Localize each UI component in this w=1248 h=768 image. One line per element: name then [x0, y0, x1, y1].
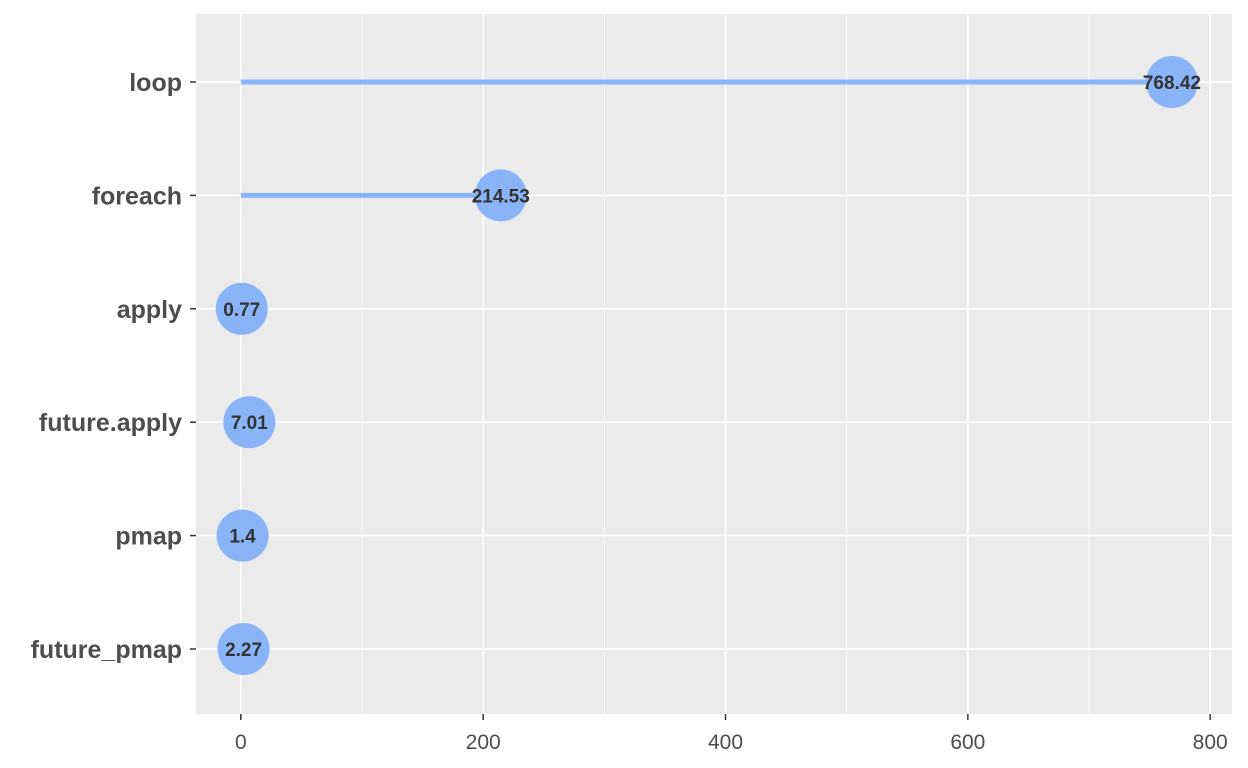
- category-label: foreach: [92, 182, 182, 210]
- data-label: 2.27: [225, 640, 262, 661]
- lollipop-point: [217, 623, 270, 675]
- x-tick-label: 600: [950, 731, 985, 754]
- data-label: 1.4: [229, 527, 256, 548]
- plot-panel: [196, 14, 1232, 714]
- category-label: apply: [117, 296, 182, 324]
- x-tick-label: 800: [1193, 731, 1228, 754]
- lollipop-point: [474, 169, 527, 222]
- x-axis: 0 200 400 600 800: [235, 714, 1228, 754]
- category-label: future_pmap: [31, 636, 182, 664]
- lollipop-point: [223, 396, 276, 449]
- lollipop-point: [215, 282, 268, 335]
- lollipop-point: [1145, 56, 1198, 108]
- x-tick-label: 400: [708, 731, 743, 754]
- category-label: pmap: [115, 523, 182, 551]
- y-axis: loop foreach apply future.apply pmap future_p…: [31, 69, 196, 664]
- data-label: 7.01: [231, 413, 268, 434]
- x-tick-label: 0: [235, 731, 247, 754]
- data-label: 768.42: [1143, 73, 1201, 94]
- data-label: 214.53: [472, 186, 530, 207]
- x-tick-label: 200: [466, 731, 501, 754]
- category-label: loop: [129, 69, 182, 97]
- data-labels: 768.42 214.53 0.77 7.01 1.4 2.27: [223, 73, 1201, 661]
- minor-gridlines: [361, 14, 1090, 714]
- lollipop-points: [215, 56, 1198, 675]
- data-label: 0.77: [223, 300, 260, 321]
- category-label: future.apply: [39, 409, 182, 437]
- lollipop-point: [216, 509, 269, 562]
